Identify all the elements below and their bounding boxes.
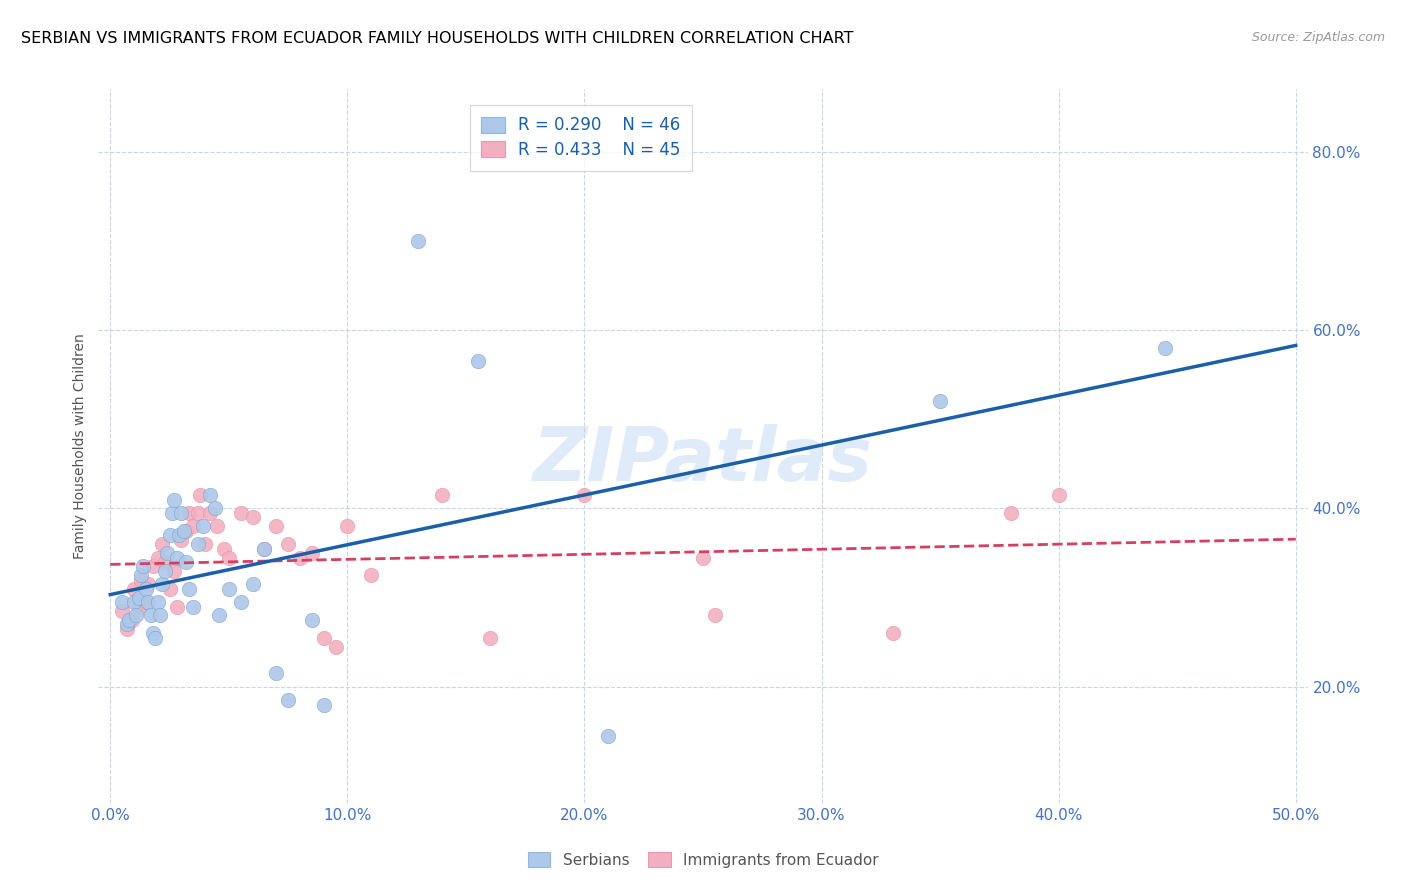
Point <box>218 582 240 596</box>
Point <box>218 550 240 565</box>
Text: Source: ZipAtlas.com: Source: ZipAtlas.com <box>1251 31 1385 45</box>
Point <box>143 631 166 645</box>
Point <box>118 613 141 627</box>
Point <box>156 546 179 560</box>
Point <box>153 564 176 578</box>
Point <box>177 506 200 520</box>
Point <box>194 537 217 551</box>
Point <box>146 550 169 565</box>
Point <box>163 564 186 578</box>
Point <box>135 595 157 609</box>
Point <box>929 394 952 409</box>
Point <box>139 608 162 623</box>
Point <box>115 622 138 636</box>
Point <box>205 519 228 533</box>
Point <box>312 698 335 712</box>
Point <box>128 591 150 605</box>
Point <box>174 524 197 538</box>
Point <box>190 488 212 502</box>
Point <box>111 595 134 609</box>
Point <box>212 541 235 556</box>
Point <box>301 546 323 560</box>
Point <box>146 595 169 609</box>
Legend: R = 0.290    N = 46, R = 0.433    N = 45: R = 0.290 N = 46, R = 0.433 N = 45 <box>470 104 692 170</box>
Point <box>191 519 214 533</box>
Point <box>574 488 596 502</box>
Point <box>159 528 181 542</box>
Point <box>264 666 287 681</box>
Point <box>467 354 489 368</box>
Point <box>408 234 430 248</box>
Point <box>253 541 276 556</box>
Point <box>301 613 323 627</box>
Point <box>129 573 152 587</box>
Point <box>122 595 145 609</box>
Point <box>277 537 299 551</box>
Point <box>170 506 193 520</box>
Point <box>177 582 200 596</box>
Point <box>160 506 183 520</box>
Point <box>115 617 138 632</box>
Point <box>136 577 159 591</box>
Point <box>173 524 195 538</box>
Point <box>166 599 188 614</box>
Point <box>187 506 209 520</box>
Point <box>253 541 276 556</box>
Point <box>149 608 172 623</box>
Point <box>129 568 152 582</box>
Point <box>181 519 204 533</box>
Point <box>204 501 226 516</box>
Point <box>163 492 186 507</box>
Point <box>170 533 193 547</box>
Point <box>153 555 176 569</box>
Point <box>132 559 155 574</box>
Point <box>478 631 501 645</box>
Point <box>264 519 287 533</box>
Point <box>187 537 209 551</box>
Text: ZIPatlas: ZIPatlas <box>533 424 873 497</box>
Point <box>142 559 165 574</box>
Point <box>242 510 264 524</box>
Point <box>1000 506 1022 520</box>
Point <box>312 631 335 645</box>
Legend: Serbians, Immigrants from Ecuador: Serbians, Immigrants from Ecuador <box>522 846 884 873</box>
Text: SERBIAN VS IMMIGRANTS FROM ECUADOR FAMILY HOUSEHOLDS WITH CHILDREN CORRELATION C: SERBIAN VS IMMIGRANTS FROM ECUADOR FAMIL… <box>21 31 853 46</box>
Point <box>136 595 159 609</box>
Point <box>152 537 174 551</box>
Point <box>198 488 221 502</box>
Point <box>122 582 145 596</box>
Point <box>167 528 190 542</box>
Point <box>360 568 382 582</box>
Point <box>692 550 714 565</box>
Point <box>1154 341 1177 355</box>
Point <box>325 640 347 654</box>
Point <box>125 608 148 623</box>
Point <box>242 577 264 591</box>
Point <box>229 506 252 520</box>
Point <box>432 488 454 502</box>
Point <box>142 626 165 640</box>
Point <box>229 595 252 609</box>
Point <box>128 599 150 614</box>
Point <box>598 729 620 743</box>
Point <box>277 693 299 707</box>
Point <box>882 626 904 640</box>
Point <box>1047 488 1070 502</box>
Point <box>174 555 197 569</box>
Point <box>166 550 188 565</box>
Y-axis label: Family Households with Children: Family Households with Children <box>73 333 87 559</box>
Point <box>703 608 725 623</box>
Point <box>181 599 204 614</box>
Point <box>208 608 231 623</box>
Point <box>152 577 174 591</box>
Point <box>121 613 143 627</box>
Point <box>135 582 157 596</box>
Point <box>288 550 311 565</box>
Point <box>336 519 359 533</box>
Point <box>198 506 221 520</box>
Point <box>111 604 134 618</box>
Point <box>159 582 181 596</box>
